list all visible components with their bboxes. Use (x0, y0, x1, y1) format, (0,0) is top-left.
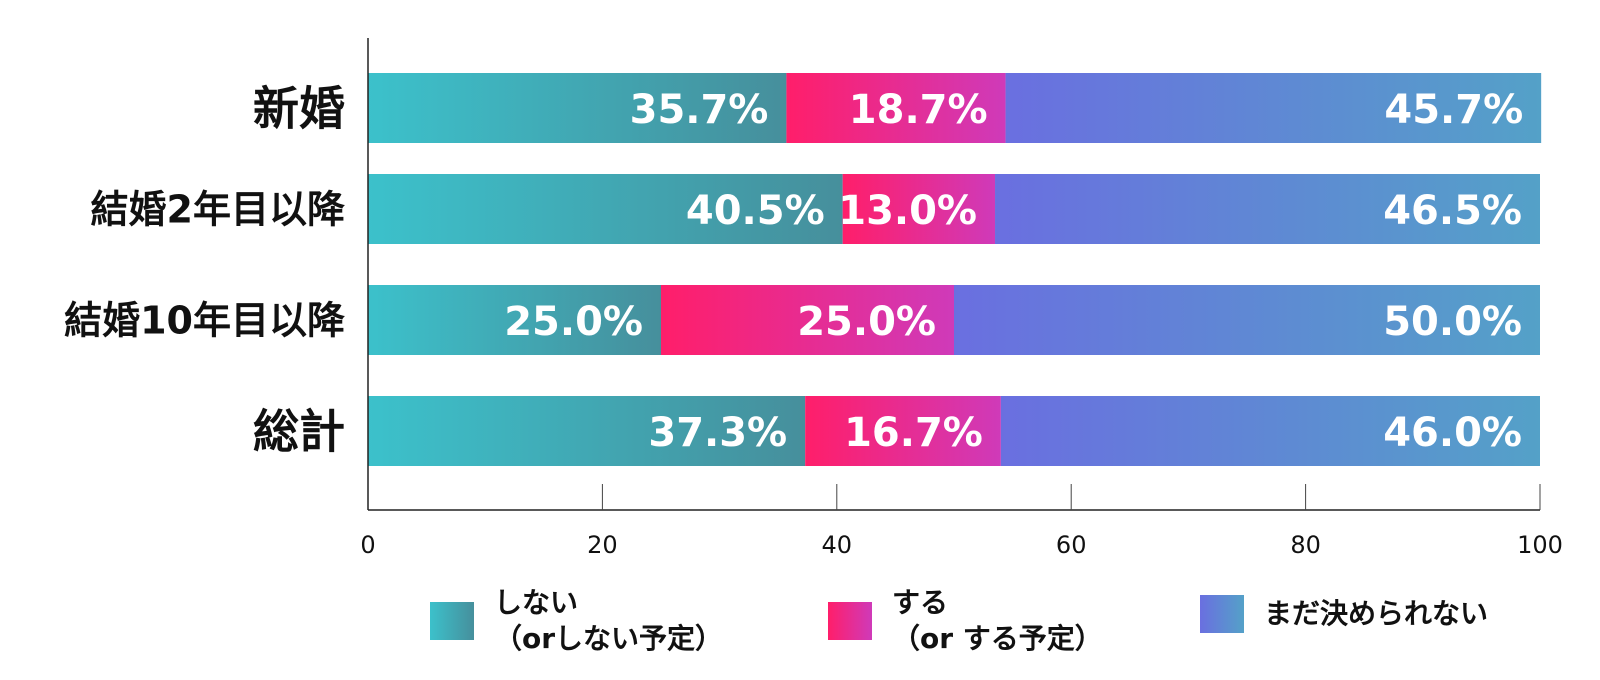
legend-item-suru: する （or する予定） (828, 585, 1103, 657)
x-tick-label: 100 (1517, 531, 1563, 559)
category-label: 結婚2年目以降 (91, 188, 345, 232)
legend-item-undecided: まだ決められない (1200, 595, 1488, 633)
x-tick-label: 80 (1290, 531, 1321, 559)
bar-segment-3-0 (368, 396, 806, 466)
bar-segment-2-1 (661, 285, 954, 355)
bar-segment-2-2 (954, 285, 1540, 355)
legend-label-shinai: しない （orしない予定） (494, 585, 723, 657)
legend-label-suru: する （or する予定） (892, 585, 1103, 657)
x-tick-label: 60 (1056, 531, 1087, 559)
x-tick-label: 20 (587, 531, 618, 559)
bar-segment-1-0 (368, 174, 843, 244)
legend-label-line1: まだ決められない (1264, 597, 1489, 630)
legend-item-shinai: しない （orしない予定） (430, 585, 723, 657)
bar-segment-1-1 (842, 174, 996, 244)
bar-segment-3-1 (805, 396, 1001, 466)
bar-value-label: 35.7% (630, 87, 769, 133)
x-tick-label: 40 (822, 531, 853, 559)
legend-swatch-shinai (430, 602, 474, 640)
bar-value-label: 16.7% (844, 410, 983, 456)
stacked-bar-chart: 35.7% 18.7% 45.7% 新婚 40.5% 13.0% 46.5% 結婚2年目以降 2… (64, 38, 1563, 559)
legend-label-line2: （orしない予定） (494, 622, 724, 655)
bar-value-label: 46.0% (1383, 410, 1522, 456)
chart-legend: しない （orしない予定） する （or する予定） まだ決められない (0, 585, 1600, 665)
legend-label-undecided: まだ決められない (1264, 596, 1488, 632)
category-label: 総計 (253, 405, 345, 459)
bar-segment-0-1 (786, 73, 1006, 143)
bar-value-label: 37.3% (648, 410, 787, 456)
bar-value-label: 13.0% (838, 188, 977, 234)
legend-label-line2: （or する予定） (892, 622, 1103, 655)
bar-segment-0-2 (1005, 73, 1542, 143)
category-label: 新婚 (253, 82, 345, 136)
bar-segment-0-0 (368, 73, 787, 143)
legend-label-line1: する (892, 586, 949, 619)
legend-swatch-undecided (1200, 595, 1244, 633)
legend-label-line1: しない (494, 586, 579, 619)
bar-value-label: 50.0% (1383, 299, 1522, 345)
bar-value-label: 40.5% (686, 188, 825, 234)
bar-value-label: 25.0% (504, 299, 643, 345)
bar-segment-2-0 (368, 285, 661, 355)
category-label: 結婚10年目以降 (64, 299, 345, 343)
bar-value-label: 18.7% (849, 87, 988, 133)
bar-value-label: 45.7% (1384, 87, 1523, 133)
bar-value-label: 46.5% (1383, 188, 1522, 234)
bar-value-label: 25.0% (797, 299, 936, 345)
x-tick-label: 0 (360, 531, 375, 559)
bar-segment-1-2 (995, 174, 1540, 244)
bar-segment-3-2 (1000, 396, 1540, 466)
legend-swatch-suru (828, 602, 872, 640)
